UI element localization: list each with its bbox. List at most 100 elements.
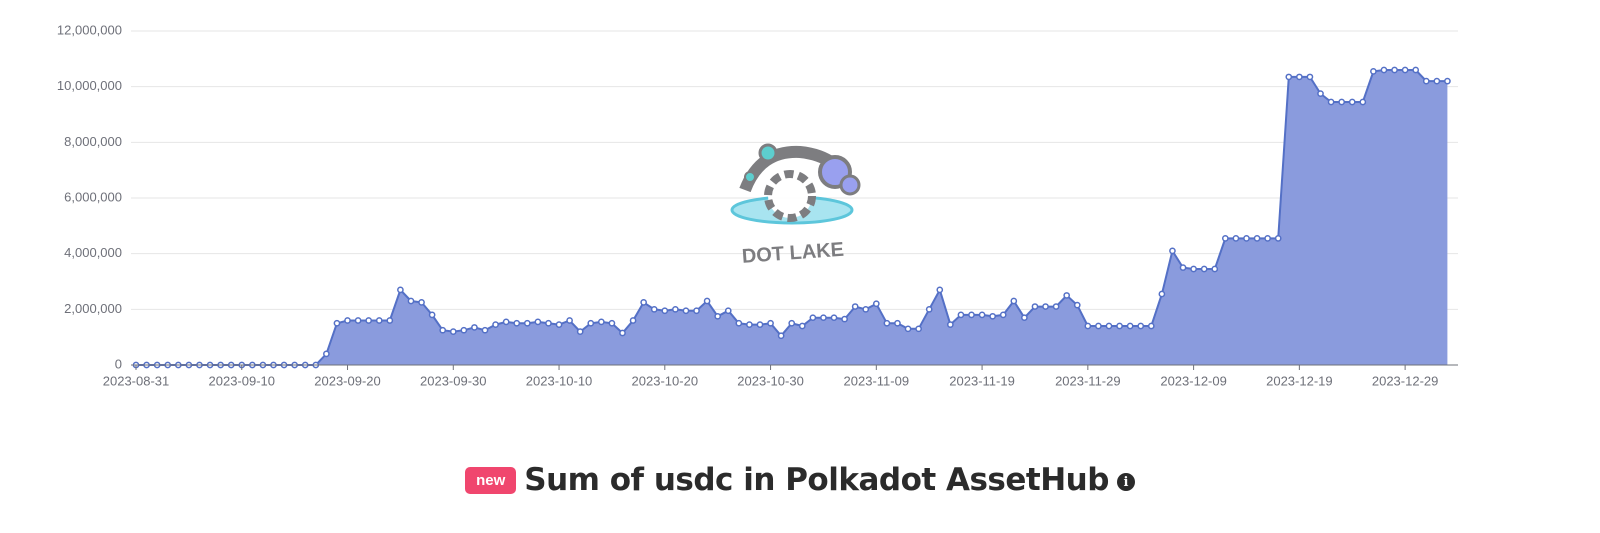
x-tick-label: 2023-12-29 (1372, 373, 1439, 388)
point (555, 321, 563, 328)
point (545, 319, 552, 327)
point (1296, 73, 1303, 81)
point (1190, 265, 1197, 273)
point (1253, 235, 1261, 242)
point (735, 319, 743, 327)
point (1359, 98, 1367, 106)
point (597, 318, 605, 326)
x-tick-label: 2023-12-09 (1160, 373, 1227, 388)
point (682, 307, 690, 315)
point (714, 312, 722, 320)
point (629, 317, 637, 324)
x-tick-label: 2023-09-30 (420, 373, 487, 388)
x-tick-label: 2023-08-31 (103, 373, 170, 388)
point (386, 317, 394, 324)
point (1095, 322, 1102, 330)
point (1243, 235, 1250, 242)
y-tick-label: 10,000,000 (57, 78, 122, 93)
point (978, 311, 986, 319)
point (1274, 235, 1282, 242)
point (1338, 98, 1346, 106)
point (1221, 235, 1229, 242)
point (1147, 322, 1155, 330)
point (1063, 292, 1071, 299)
point (1348, 98, 1356, 106)
point (566, 317, 573, 324)
point (1084, 322, 1092, 330)
point (1116, 322, 1123, 330)
point (428, 311, 436, 319)
x-tick-label: 2023-09-10 (209, 373, 276, 388)
point (1010, 297, 1018, 305)
point (1052, 303, 1060, 310)
point (1412, 66, 1420, 74)
point (576, 328, 584, 335)
y-tick-label: 2,000,000 (64, 301, 122, 316)
point (925, 305, 933, 313)
point (587, 319, 595, 327)
x-tick-label: 2023-11-19 (949, 373, 1015, 388)
point (650, 305, 658, 313)
point (767, 319, 774, 327)
point (1073, 301, 1081, 309)
point (492, 321, 499, 328)
point (1391, 66, 1398, 74)
logo-bubble (839, 174, 861, 196)
point (1327, 98, 1335, 106)
x-tick-label: 2023-11-29 (1055, 373, 1121, 388)
point (1200, 265, 1208, 273)
point (1042, 303, 1049, 310)
chart-title: Sum of usdc in Polkadot AssetHub (524, 462, 1109, 498)
point (724, 307, 732, 315)
point (333, 319, 341, 327)
point (703, 297, 711, 305)
point (947, 321, 954, 328)
point (1380, 66, 1388, 74)
point (756, 321, 764, 328)
point (1433, 77, 1441, 85)
logo-ring (764, 170, 816, 222)
point (1422, 77, 1430, 85)
info-icon[interactable]: i (1116, 473, 1135, 491)
point (904, 325, 912, 333)
point (1211, 265, 1219, 273)
point (418, 299, 425, 306)
point (1137, 322, 1145, 330)
y-tick-label: 6,000,000 (64, 189, 122, 204)
point (989, 312, 997, 320)
point (375, 317, 383, 324)
chart: 0 2,000,000 4,000,000 6,000,000 8,000,000 10,… (57, 22, 1458, 388)
point (809, 314, 817, 322)
point (1179, 264, 1187, 271)
point (1306, 73, 1314, 81)
point (471, 324, 478, 331)
point (481, 326, 489, 334)
point (1126, 322, 1134, 330)
y-tick-label: 4,000,000 (64, 245, 122, 260)
point (883, 319, 891, 327)
point (354, 317, 362, 324)
point (746, 321, 753, 328)
logo-dot (758, 143, 778, 163)
point (397, 286, 404, 294)
point (1031, 303, 1039, 310)
y-tick-label: 12,000,000 (57, 22, 122, 37)
point (1021, 314, 1028, 322)
point (798, 322, 806, 330)
point (936, 286, 944, 294)
point (608, 319, 616, 327)
point (502, 318, 510, 326)
point (999, 311, 1007, 319)
point (365, 317, 373, 324)
watermark-text: DOT LAKE (741, 239, 845, 268)
x-tick-label: 2023-11-09 (844, 373, 910, 388)
point (460, 326, 468, 334)
logo-dot (744, 171, 756, 183)
title-row: new Sum of usdc in Polkadot AssetHub i (0, 462, 1600, 498)
watermark: DOT LAKE (730, 143, 861, 268)
area (136, 70, 1448, 365)
x-tick-label: 2023-10-20 (632, 373, 699, 388)
point (1232, 235, 1240, 242)
x-tick-label: 2023-10-30 (737, 373, 804, 388)
